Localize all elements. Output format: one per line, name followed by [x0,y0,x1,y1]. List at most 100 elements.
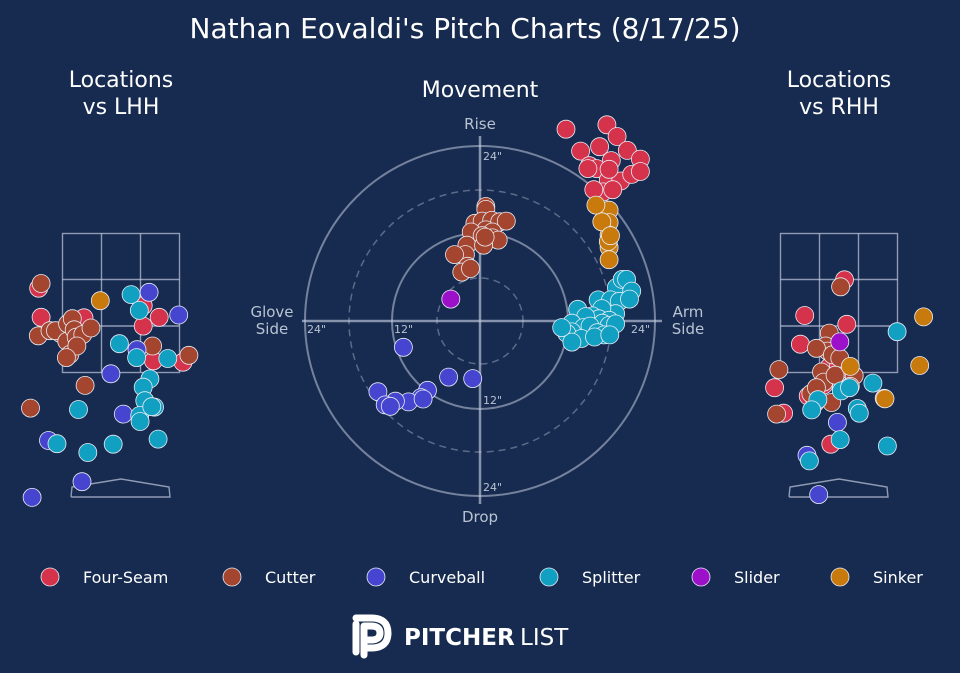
pitch-movement-point [631,162,650,181]
pitch-movement-point [571,141,590,161]
pitch-movement-point [578,159,598,179]
legend-label: Slider [734,568,780,587]
pitch-location-point [133,316,153,336]
pitch-location-point [831,277,850,297]
brand-bold: PITCHER [404,625,515,651]
pitch-movement-point [603,180,623,200]
legend-marker [830,567,850,587]
pitch-location-point [849,403,869,423]
pitch-location-point [914,307,933,327]
pitch-movement-point [413,389,433,409]
pitch-location-point [863,373,883,393]
pitch-movement-point [441,289,461,309]
pitch-location-point [878,436,897,456]
pitch-movement-point [475,227,495,247]
lhh-title-line1: Locations [69,68,174,93]
pitch-location-point [887,322,907,342]
ring-label-left-24: 24" [307,323,326,336]
movement-points [368,115,650,416]
pitch-location-point [75,375,95,395]
legend: Four-Seam Cutter Curveball Splitter Slider Si… [40,567,923,587]
legend-label: Splitter [582,568,641,587]
pitch-location-point [910,356,930,375]
pitch-location-point [830,332,850,352]
pitch-movement-point [556,119,576,139]
pitch-location-point [158,349,178,368]
pitch-movement-point [601,226,620,246]
rhh-home-plate [788,478,889,498]
pitch-location-point [81,318,101,338]
pitch-movement-point [445,245,464,265]
pitch-location-point [110,334,129,354]
ring-label-bottom-12: 12" [483,394,502,407]
pitch-location-point [807,338,826,358]
brand-light: LIST [520,625,569,651]
pitch-location-point [129,300,149,320]
pitch-location-point [809,485,829,505]
axis-label-drop: Drop [462,508,498,526]
axis-label-glove-2: Side [256,320,288,338]
pitch-location-point [769,360,789,380]
chart-title: Nathan Eovaldi's Pitch Charts (8/17/25) [190,12,741,45]
pitch-location-point [840,378,859,398]
movement-title: Movement [422,78,539,103]
pitch-location-point [149,307,169,327]
legend-marker [539,567,559,587]
pitch-location-point [139,282,159,302]
ring-label-bottom-24: 24" [483,481,502,494]
pitch-location-point [830,430,850,450]
pitch-location-point [113,404,133,424]
pitch-movement-point [393,337,413,357]
legend-label: Curveball [409,568,485,587]
pitcherlist-logo-mark [352,614,392,659]
pitch-location-point [47,434,67,454]
pitch-location-point [875,389,895,409]
pitch-location-point [31,274,51,293]
pitch-location-point [169,305,189,325]
lhh-points [21,274,199,507]
pitch-location-point [72,472,92,492]
rhh-points [765,270,933,505]
pitch-movement-point [617,140,637,160]
pitch-movement-point [496,211,516,231]
pitch-location-point [802,400,822,420]
legend-marker [366,567,386,587]
pitch-location-point [828,412,847,432]
axis-label-arm-1: Arm [673,303,704,321]
legend-label: Cutter [265,568,316,587]
pitch-movement-point [599,159,619,179]
pitch-location-point [69,400,88,419]
legend-label: Sinker [873,568,923,587]
pitch-movement-point [607,127,627,146]
pitch-movement-point [380,396,400,416]
pitch-location-point [148,429,168,449]
pitch-location-point [57,348,76,368]
pitch-location-point [127,348,147,368]
pitch-location-point [78,443,98,462]
legend-label: Four-Seam [83,568,168,587]
pitch-movement-point [562,332,582,352]
pitcherlist-logo: PITCHER LIST [352,614,569,659]
pitch-movement-point [586,195,606,215]
pitch-movement-point [590,137,609,157]
pitch-movement-point [552,318,572,338]
pitch-location-point [795,306,815,325]
pitch-location-point [179,345,199,365]
pitch-location-point [90,291,110,311]
pitch-location-point [130,412,150,431]
pitch-location-point [31,307,51,327]
pitch-movement-point [600,325,620,345]
pitch-movement-point [620,289,639,309]
ring-label-right-24: 24" [631,323,650,336]
pitch-movement-point [461,259,480,278]
rhh-title-line2: vs RHH [799,95,879,120]
lhh-home-plate [70,478,171,498]
legend-marker [691,567,711,587]
legend-marker [222,567,242,587]
lhh-title-line2: vs LHH [83,95,160,120]
axis-label-glove-1: Glove [250,303,293,321]
ring-label-top-24: 24" [483,150,502,163]
pitch-location-point [21,398,40,418]
pitch-location-point [840,356,860,376]
